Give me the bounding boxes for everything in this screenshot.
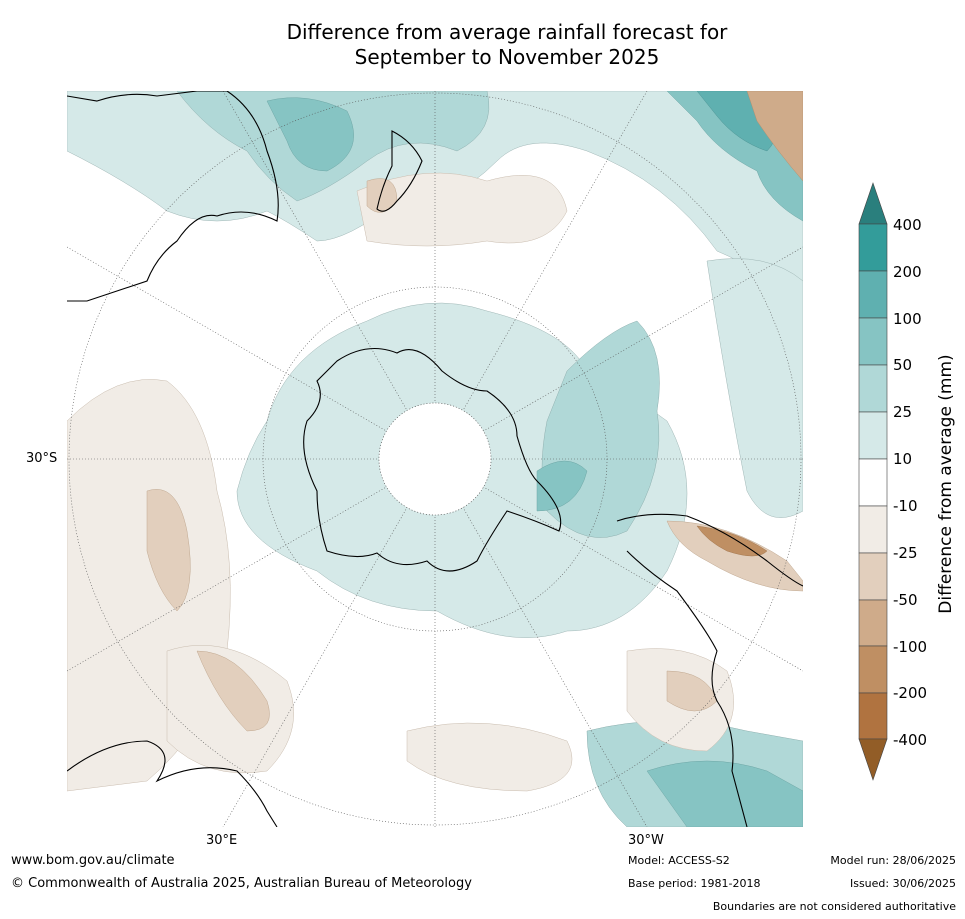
model-name: Model: ACCESS-S2: [628, 854, 730, 867]
colorbar-swatch-below-400: [858, 738, 888, 781]
colorbar-swatch-minus25-50: [858, 552, 888, 601]
colorbar-swatch-100-200: [858, 270, 888, 319]
longitude-label-30e: 30°E: [206, 833, 238, 848]
dry-region-south: [406, 722, 573, 792]
coast-antarctica: [303, 348, 562, 572]
colorbar-swatch-50-100: [858, 317, 888, 366]
dry-region-northeast: [746, 91, 803, 182]
colorbar-tick-minus200: -200: [893, 684, 928, 702]
colorbar-tick-minus50: -50: [893, 591, 918, 609]
wet-region-east-edge: [706, 258, 803, 518]
dry-region-west-core: [146, 489, 191, 612]
coast-newzealand: [376, 130, 423, 212]
latitude-label-30s: 30°S: [26, 451, 58, 466]
colorbar-tick-10: 10: [893, 450, 913, 468]
wet-region-east-core: [536, 460, 588, 512]
website-link[interactable]: www.bom.gov.au/climate: [11, 853, 175, 868]
dry-region-north-patch: [356, 172, 568, 247]
coast-south-america: [616, 513, 803, 827]
colorbar-tick-25: 25: [893, 403, 913, 421]
colorbar-swatch-200-400: [858, 223, 888, 272]
issued-date: Issued: 30/06/2025: [849, 877, 956, 890]
dry-region-patagonia: [666, 520, 803, 592]
colorbar-swatches: [858, 182, 888, 781]
base-period: Base period: 1981-2018: [628, 877, 761, 890]
colorbar-swatch-minus50-100: [858, 599, 888, 647]
boundaries-disclaimer: Boundaries are not considered authoritat…: [712, 900, 956, 913]
colorbar-tick-minus25: -25: [893, 544, 918, 562]
dry-anomaly-regions: [67, 91, 803, 792]
coastlines: [67, 91, 803, 827]
colorbar-swatch-25-50: [858, 364, 888, 413]
colorbar-tick-200: 200: [893, 263, 922, 281]
colorbar-tick-100: 100: [893, 310, 922, 328]
longitude-label-30w: 30°W: [628, 833, 664, 848]
colorbar-tick-minus400: -400: [893, 731, 928, 749]
pole-mask: [378, 402, 492, 516]
colorbar-swatch-minus200-400: [858, 692, 888, 740]
colorbar-title: Difference from average (mm): [936, 354, 956, 614]
map-title: Difference from average rainfall forecas…: [180, 20, 834, 70]
rainfall-map[interactable]: [67, 91, 803, 827]
copyright-text: © Commonwealth of Australia 2025, Austra…: [11, 876, 472, 891]
coast-africa: [67, 740, 278, 827]
colorbar-swatch-minus100-200: [858, 645, 888, 694]
colorbar-swatch-neutral: [858, 458, 888, 507]
rainfall-map-svg: [67, 91, 803, 827]
graticule: [67, 91, 803, 827]
colorbar-tick-50: 50: [893, 356, 913, 374]
colorbar-tick-minus10: -10: [893, 497, 918, 515]
dry-region-southwest-core: [196, 650, 270, 732]
model-run-date: Model run: 28/06/2025: [830, 854, 956, 867]
colorbar-swatch-minus10-25: [858, 505, 888, 554]
coast-australia: [67, 91, 279, 302]
wet-anomaly-regions: [67, 91, 803, 827]
colorbar-tick-minus100: -100: [893, 638, 928, 656]
colorbar-swatch-10-25: [858, 411, 888, 460]
wet-region-southeast-core: [646, 760, 803, 827]
map-title-line1: Difference from average rainfall forecas…: [286, 20, 728, 44]
colorbar-swatch-above-400: [858, 182, 888, 225]
map-title-line2: September to November 2025: [354, 45, 660, 69]
wet-region-north-core: [266, 97, 354, 172]
colorbar-tick-400: 400: [893, 216, 922, 234]
